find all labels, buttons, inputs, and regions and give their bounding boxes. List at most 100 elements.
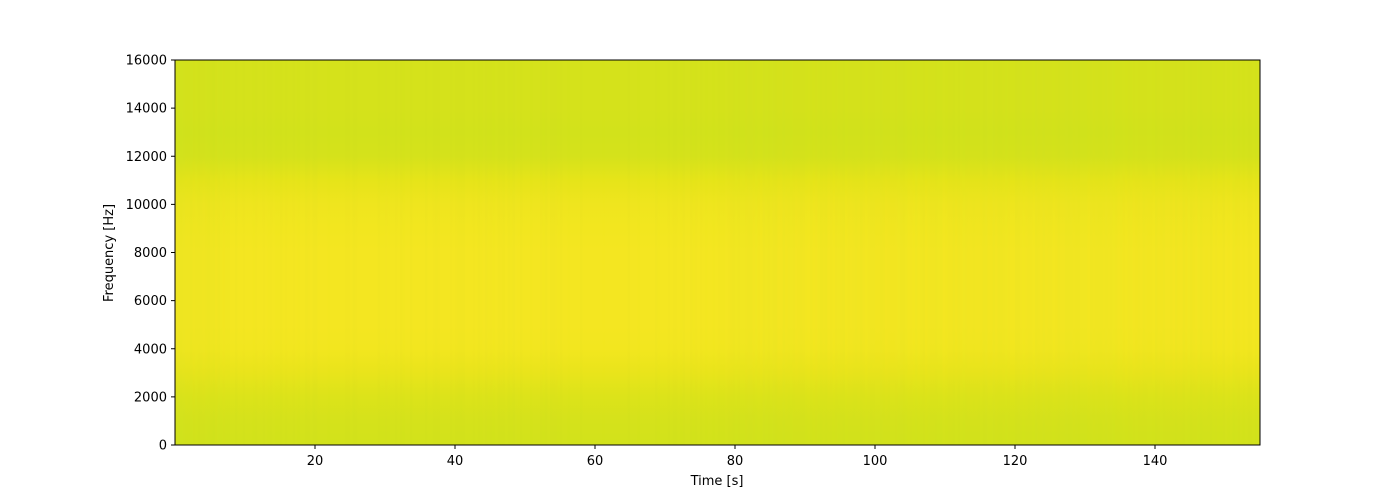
y-axis: 0 2000 4000 6000 8000 10000 12000 14000 16000 bbox=[126, 54, 175, 454]
heatmap-column bbox=[1040, 60, 1043, 445]
y-tick-label: 2000 bbox=[134, 390, 167, 405]
heatmap-column bbox=[235, 60, 238, 445]
heatmap-column bbox=[863, 60, 866, 445]
heatmap-column bbox=[518, 60, 521, 445]
heatmap-column bbox=[478, 60, 481, 445]
heatmap-column bbox=[225, 60, 228, 445]
heatmap-column bbox=[1097, 60, 1100, 445]
heatmap-column bbox=[1042, 60, 1045, 445]
heatmap-column bbox=[920, 60, 923, 445]
heatmap-column bbox=[1222, 60, 1225, 445]
heatmap-column bbox=[945, 60, 948, 445]
heatmap-column bbox=[792, 60, 795, 445]
heatmap-column bbox=[488, 60, 491, 445]
x-tick-label: 100 bbox=[863, 454, 888, 469]
heatmap-column bbox=[813, 60, 816, 445]
heatmap-column bbox=[450, 60, 453, 445]
heatmap-column bbox=[982, 60, 985, 445]
heatmap-column bbox=[315, 60, 318, 445]
heatmap-column bbox=[673, 60, 676, 445]
heatmap-column bbox=[970, 60, 973, 445]
heatmap-column bbox=[1112, 60, 1115, 445]
heatmap-column bbox=[1053, 60, 1056, 445]
heatmap-column bbox=[820, 60, 823, 445]
heatmap-column bbox=[1050, 60, 1053, 445]
heatmap-column bbox=[200, 60, 203, 445]
y-tick-label: 8000 bbox=[134, 246, 167, 261]
heatmap-column bbox=[1140, 60, 1143, 445]
heatmap-column bbox=[1208, 60, 1211, 445]
y-tick-label: 0 bbox=[159, 439, 167, 454]
heatmap-column bbox=[1092, 60, 1095, 445]
heatmap-column bbox=[1137, 60, 1140, 445]
heatmap-column bbox=[978, 60, 981, 445]
heatmap-column bbox=[690, 60, 693, 445]
heatmap-column bbox=[840, 60, 843, 445]
heatmap-column bbox=[1115, 60, 1118, 445]
x-tick-label: 120 bbox=[1003, 454, 1028, 469]
y-tick-label: 6000 bbox=[134, 294, 167, 309]
heatmap-column bbox=[798, 60, 801, 445]
heatmap-column bbox=[940, 60, 943, 445]
heatmap-column bbox=[927, 60, 930, 445]
heatmap-column bbox=[770, 60, 773, 445]
y-axis-label: Frequency [Hz] bbox=[102, 204, 117, 302]
heatmap-column bbox=[1168, 60, 1171, 445]
heatmap-column bbox=[897, 60, 900, 445]
heatmap-column bbox=[223, 60, 226, 445]
heatmap-column bbox=[875, 60, 878, 445]
heatmap-column bbox=[545, 60, 548, 445]
heatmap-column bbox=[842, 60, 845, 445]
heatmap-column bbox=[837, 60, 840, 445]
heatmap-column bbox=[822, 60, 825, 445]
heatmap-column bbox=[493, 60, 496, 445]
heatmap-column bbox=[403, 60, 406, 445]
heatmap-column bbox=[918, 60, 921, 445]
heatmap-column bbox=[915, 60, 918, 445]
heatmap-column bbox=[1057, 60, 1060, 445]
heatmap-column bbox=[1125, 60, 1128, 445]
heatmap-column bbox=[543, 60, 546, 445]
heatmap-column bbox=[835, 60, 838, 445]
heatmap-column bbox=[950, 60, 953, 445]
heatmap-column bbox=[1250, 60, 1253, 445]
heatmap-column bbox=[830, 60, 833, 445]
heatmap-column bbox=[872, 60, 875, 445]
y-tick-label: 10000 bbox=[126, 198, 167, 213]
heatmap-column bbox=[1215, 60, 1218, 445]
heatmap-column bbox=[268, 60, 271, 445]
heatmap-column bbox=[278, 60, 281, 445]
heatmap-column bbox=[520, 60, 523, 445]
heatmap-column bbox=[718, 60, 721, 445]
heatmap-column bbox=[855, 60, 858, 445]
heatmap-column bbox=[508, 60, 511, 445]
heatmap-column bbox=[1155, 60, 1158, 445]
heatmap-column bbox=[992, 60, 995, 445]
heatmap-column bbox=[720, 60, 723, 445]
heatmap-column bbox=[1088, 60, 1091, 445]
heatmap-column bbox=[1002, 60, 1005, 445]
heatmap-column bbox=[922, 60, 925, 445]
heatmap-column bbox=[1233, 60, 1236, 445]
heatmap-column bbox=[985, 60, 988, 445]
y-tick-label: 16000 bbox=[126, 54, 167, 69]
heatmap-column bbox=[1220, 60, 1223, 445]
heatmap-column bbox=[858, 60, 861, 445]
heatmap-column bbox=[550, 60, 553, 445]
heatmap-column bbox=[785, 60, 788, 445]
heatmap-column bbox=[833, 60, 836, 445]
heatmap-column bbox=[1000, 60, 1003, 445]
heatmap-column bbox=[192, 60, 195, 445]
heatmap-column bbox=[195, 60, 198, 445]
heatmap-column bbox=[957, 60, 960, 445]
heatmap-column bbox=[458, 60, 461, 445]
heatmap-column bbox=[1248, 60, 1251, 445]
heatmap-column bbox=[893, 60, 896, 445]
heatmap-column bbox=[1107, 60, 1110, 445]
heatmap-column bbox=[1070, 60, 1073, 445]
heatmap-column bbox=[348, 60, 351, 445]
heatmap-column bbox=[388, 60, 391, 445]
heatmap-column bbox=[1023, 60, 1026, 445]
heatmap-column bbox=[850, 60, 853, 445]
x-tick-label: 20 bbox=[307, 454, 324, 469]
